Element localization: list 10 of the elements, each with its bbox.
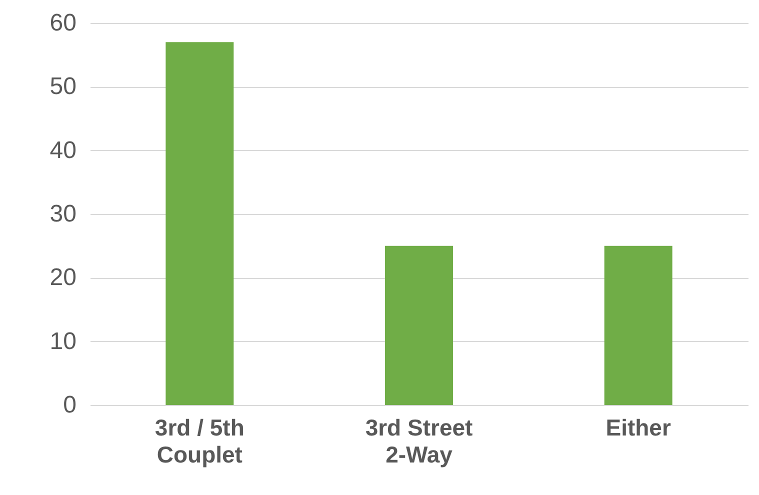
x-tick-label: Either (606, 414, 671, 440)
x-tick-label: 3rd Street 2-Way (365, 414, 474, 468)
y-tick-label: 30 (50, 200, 76, 228)
y-tick-label: 60 (50, 10, 76, 36)
y-tick-label: 20 (50, 264, 76, 292)
y-tick-label: 0 (63, 392, 76, 418)
y-tick-label: 40 (50, 136, 76, 164)
y-tick-label: 50 (50, 73, 76, 100)
x-tick-label: 3rd / 5th Couplet (154, 414, 244, 468)
y-tick-label: 10 (50, 328, 76, 355)
